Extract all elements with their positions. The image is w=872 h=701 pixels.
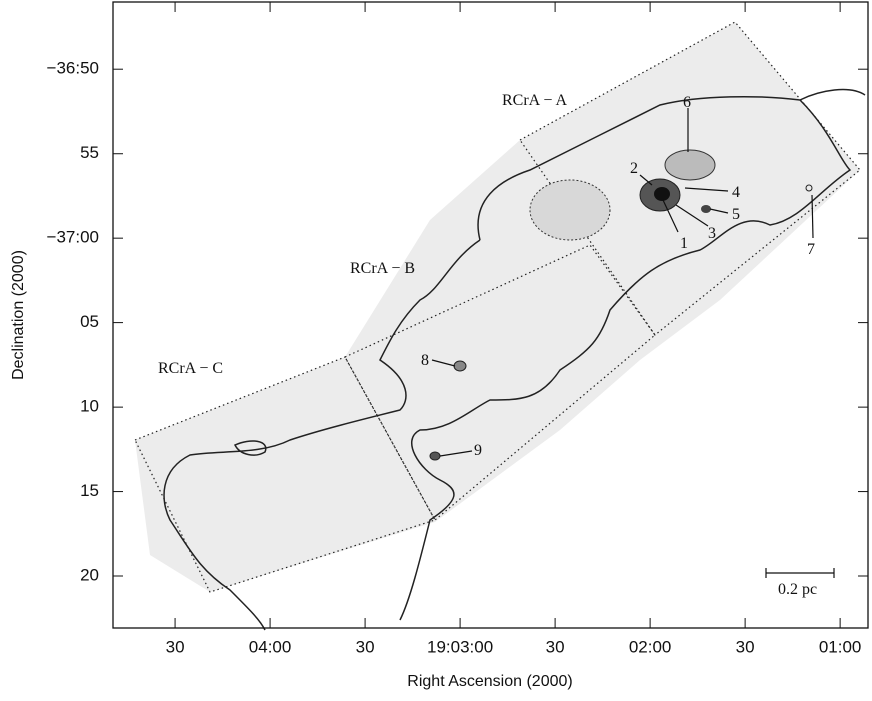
y-tick-label: 10 <box>80 397 99 416</box>
pointers <box>431 108 835 578</box>
source-label: 6 <box>683 94 691 111</box>
survey-area <box>135 22 860 592</box>
x-tick-label: 01:00 <box>819 637 862 656</box>
clump <box>805 184 813 192</box>
y-axis-title: Declination (2000) <box>10 250 27 380</box>
x-tick-label: 04:00 <box>249 637 292 656</box>
x-tick-label: 19:03:00 <box>427 637 493 656</box>
y-tick-label: −37:00 <box>47 228 99 247</box>
y-tick-label: 55 <box>80 143 99 162</box>
source-label: 2 <box>630 160 638 177</box>
contour <box>163 239 481 631</box>
y-tick-label: 15 <box>80 481 99 500</box>
y-tick-label: −36:50 <box>47 59 99 78</box>
x-tick-label: 30 <box>356 637 375 656</box>
contour <box>399 88 866 621</box>
contour <box>233 440 267 456</box>
y-tick-label: 20 <box>80 565 99 584</box>
region-b-outline <box>344 244 656 521</box>
clump <box>664 149 716 181</box>
source-label: 1 <box>680 235 688 252</box>
source-label: 3 <box>708 225 716 242</box>
clump <box>529 179 611 241</box>
source-label: 4 <box>732 184 740 201</box>
source-label: 9 <box>474 442 482 459</box>
region-label: RCrA − B <box>350 260 415 277</box>
x-tick-label: 02:00 <box>629 637 672 656</box>
region-label: RCrA − C <box>158 360 223 377</box>
y-tick-label: 05 <box>80 312 99 331</box>
x-axis-title: Right Ascension (2000) <box>407 673 572 690</box>
clump <box>701 205 711 213</box>
region-label: RCrA − A <box>502 92 567 109</box>
source-label: 5 <box>732 206 740 223</box>
x-tick-label: 30 <box>166 637 185 656</box>
clump <box>429 451 441 461</box>
x-tick-label: 30 <box>736 637 755 656</box>
map-image <box>134 21 866 631</box>
source-label: 8 <box>421 352 429 369</box>
clump <box>654 187 670 201</box>
plot-frame <box>112 1 869 629</box>
scale-bar-label: 0.2 pc <box>778 581 817 598</box>
clump <box>453 360 467 372</box>
x-tick-label: 30 <box>546 637 565 656</box>
source-label: 7 <box>807 241 815 258</box>
